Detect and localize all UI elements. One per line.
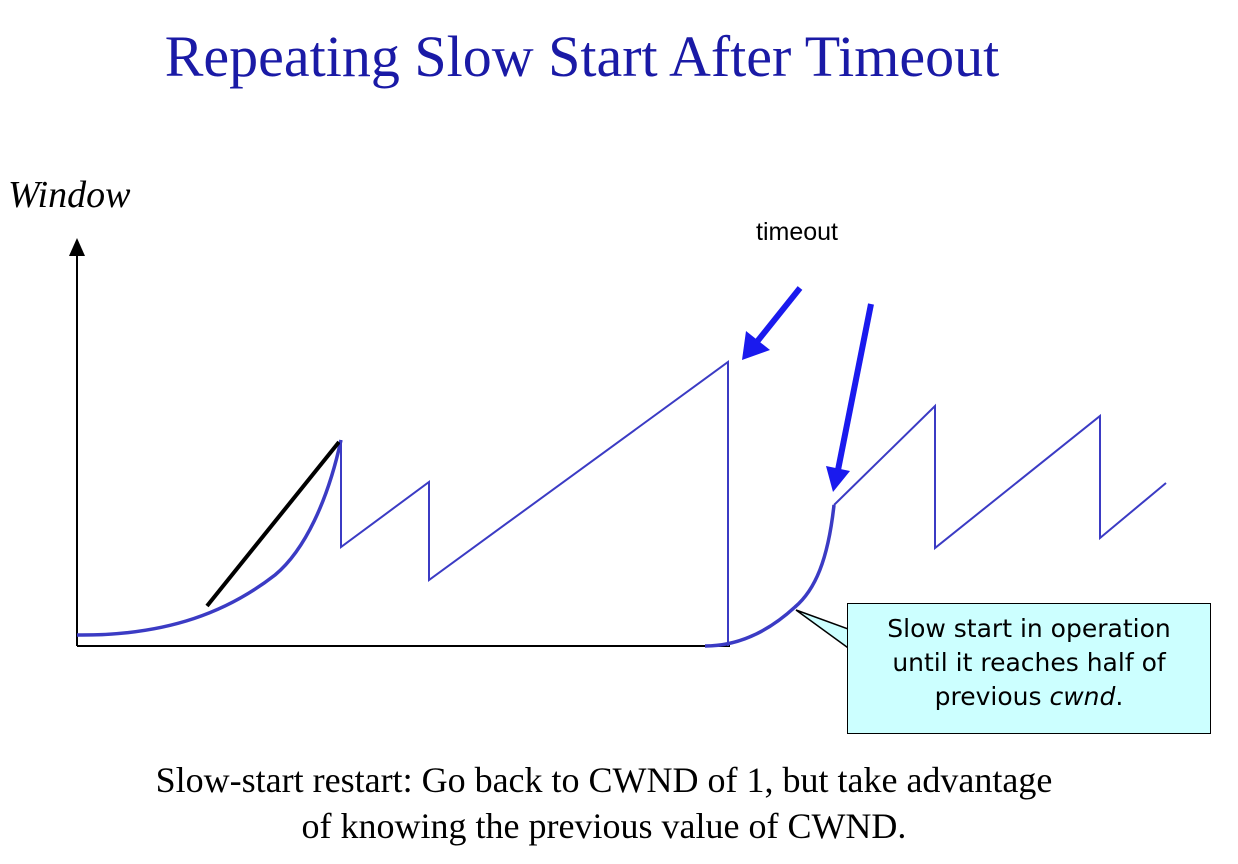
slide-caption: Slow-start restart: Go back to CWND of 1…	[0, 757, 1208, 849]
half-cwnd-arrow	[826, 303, 874, 492]
cwnd-emphasis: cwnd	[1049, 682, 1116, 711]
timeout-label: timeout	[756, 218, 838, 246]
slow-start-tangent	[205, 440, 341, 608]
slow-start-callout: Slow start in operation until it reaches…	[847, 603, 1211, 734]
callout-line-3: previous cwnd.	[934, 682, 1124, 711]
callout-pointer	[795, 609, 852, 652]
slow-start-curve	[76, 439, 343, 637]
caption-line-1: Slow-start restart: Go back to CWND of 1…	[155, 760, 1053, 800]
y-axis-label: Window	[8, 174, 131, 216]
restart-slow-start-curve	[704, 504, 836, 648]
slide-title: Repeating Slow Start After Timeout	[164, 24, 1000, 89]
callout-line-1: Slow start in operation	[887, 614, 1171, 643]
timeout-arrow	[742, 286, 803, 360]
callout-line-2: until it reaches half of	[892, 648, 1166, 677]
sawtooth-before-timeout	[340, 360, 729, 646]
sawtooth-after-restart	[833, 403, 1167, 551]
caption-line-2: of knowing the previous value of CWND.	[301, 806, 907, 846]
